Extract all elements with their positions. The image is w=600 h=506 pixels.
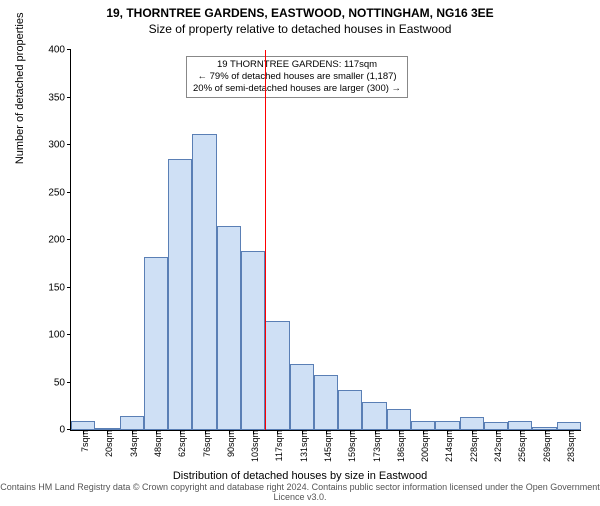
x-tick-mark bbox=[447, 430, 448, 434]
x-tick-mark bbox=[107, 430, 108, 434]
histogram-bar bbox=[217, 226, 241, 430]
x-tick-label: 103sqm bbox=[248, 430, 260, 462]
histogram-bar bbox=[460, 417, 484, 430]
histogram-bar bbox=[314, 375, 338, 430]
y-tick-label: 200 bbox=[48, 235, 71, 246]
y-tick-mark bbox=[67, 144, 71, 145]
y-tick-label: 0 bbox=[59, 425, 71, 436]
x-tick-label: 145sqm bbox=[321, 430, 333, 462]
x-tick-label: 283sqm bbox=[564, 430, 576, 462]
x-tick-label: 256sqm bbox=[515, 430, 527, 462]
histogram-bar bbox=[265, 321, 289, 430]
x-tick-mark bbox=[83, 430, 84, 434]
x-tick-label: 48sqm bbox=[151, 430, 163, 457]
histogram-bar bbox=[362, 402, 386, 431]
x-tick-label: 242sqm bbox=[491, 430, 503, 462]
x-tick-label: 117sqm bbox=[273, 430, 285, 461]
x-tick-mark bbox=[277, 430, 278, 434]
histogram-bar bbox=[387, 409, 411, 430]
x-tick-mark bbox=[423, 430, 424, 434]
x-tick-label: 34sqm bbox=[127, 430, 139, 457]
annotation-line-1: 19 THORNTREE GARDENS: 117sqm bbox=[193, 59, 401, 71]
x-axis-label: Distribution of detached houses by size … bbox=[0, 470, 600, 482]
chart-annotation: 19 THORNTREE GARDENS: 117sqm ← 79% of de… bbox=[186, 56, 408, 98]
y-tick-label: 150 bbox=[48, 282, 71, 293]
page-title: 19, THORNTREE GARDENS, EASTWOOD, NOTTING… bbox=[0, 6, 600, 20]
y-tick-label: 300 bbox=[48, 140, 71, 151]
x-tick-label: 7sqm bbox=[78, 430, 90, 452]
x-tick-mark bbox=[326, 430, 327, 434]
x-tick-mark bbox=[399, 430, 400, 434]
histogram-bar bbox=[168, 159, 192, 430]
x-tick-label: 269sqm bbox=[540, 430, 552, 462]
x-tick-mark bbox=[205, 430, 206, 434]
y-tick-label: 100 bbox=[48, 330, 71, 341]
histogram-bar bbox=[120, 416, 144, 430]
y-tick-label: 250 bbox=[48, 187, 71, 198]
y-tick-label: 50 bbox=[54, 377, 71, 388]
histogram-bar bbox=[290, 364, 314, 431]
y-tick-label: 400 bbox=[48, 45, 71, 56]
x-tick-label: 159sqm bbox=[345, 430, 357, 462]
y-axis-label: Number of detached properties bbox=[14, 13, 26, 165]
x-tick-label: 90sqm bbox=[224, 430, 236, 457]
x-tick-label: 62sqm bbox=[175, 430, 187, 457]
chart-plot-area: 19 THORNTREE GARDENS: 117sqm ← 79% of de… bbox=[70, 50, 581, 431]
x-tick-mark bbox=[496, 430, 497, 434]
y-tick-mark bbox=[67, 97, 71, 98]
histogram-bar bbox=[338, 390, 362, 430]
histogram-bar bbox=[71, 421, 95, 431]
annotation-line-2: ← 79% of detached houses are smaller (1,… bbox=[193, 71, 401, 83]
reference-line bbox=[265, 50, 266, 430]
x-tick-label: 186sqm bbox=[394, 430, 406, 462]
histogram-bar bbox=[144, 257, 168, 430]
x-tick-label: 200sqm bbox=[418, 430, 430, 462]
x-tick-label: 214sqm bbox=[443, 430, 455, 462]
x-tick-mark bbox=[375, 430, 376, 434]
y-tick-mark bbox=[67, 49, 71, 50]
x-tick-mark bbox=[472, 430, 473, 434]
histogram-bar bbox=[241, 251, 265, 430]
x-tick-label: 228sqm bbox=[467, 430, 479, 462]
y-tick-mark bbox=[67, 287, 71, 288]
y-tick-mark bbox=[67, 382, 71, 383]
x-tick-mark bbox=[350, 430, 351, 434]
page-subtitle: Size of property relative to detached ho… bbox=[0, 22, 600, 36]
histogram-bar bbox=[557, 422, 581, 430]
x-tick-mark bbox=[569, 430, 570, 434]
x-tick-label: 173sqm bbox=[370, 430, 382, 462]
x-tick-mark bbox=[180, 430, 181, 434]
histogram-bar bbox=[411, 421, 435, 431]
x-tick-mark bbox=[520, 430, 521, 434]
histogram-bar bbox=[435, 421, 459, 431]
histogram-bar bbox=[484, 422, 508, 430]
x-tick-mark bbox=[253, 430, 254, 434]
y-tick-mark bbox=[67, 239, 71, 240]
x-tick-mark bbox=[156, 430, 157, 434]
x-tick-mark bbox=[302, 430, 303, 434]
attribution-text: Contains HM Land Registry data © Crown c… bbox=[0, 482, 600, 502]
x-tick-mark bbox=[229, 430, 230, 434]
y-tick-label: 350 bbox=[48, 92, 71, 103]
y-tick-mark bbox=[67, 192, 71, 193]
annotation-line-3: 20% of semi-detached houses are larger (… bbox=[193, 83, 401, 95]
x-tick-label: 131sqm bbox=[297, 430, 309, 462]
x-tick-mark bbox=[132, 430, 133, 434]
y-tick-mark bbox=[67, 334, 71, 335]
x-tick-label: 76sqm bbox=[200, 430, 212, 457]
histogram-bar bbox=[508, 421, 532, 431]
histogram-bar bbox=[192, 134, 216, 430]
x-tick-mark bbox=[545, 430, 546, 434]
x-tick-label: 20sqm bbox=[103, 430, 115, 457]
